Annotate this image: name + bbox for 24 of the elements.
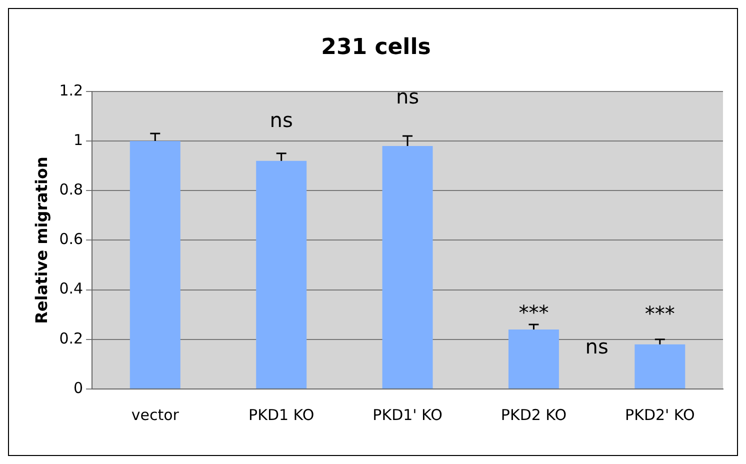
x-tick-label: vector bbox=[131, 406, 180, 424]
y-tick-label: 0.8 bbox=[59, 180, 84, 198]
y-axis-title: Relative migration bbox=[32, 156, 51, 324]
x-tick-label: PKD1 KO bbox=[248, 406, 314, 424]
bar bbox=[382, 146, 433, 388]
y-tick-label: 0.6 bbox=[59, 230, 84, 248]
x-tick-label: PKD2 KO bbox=[500, 406, 567, 424]
bar bbox=[634, 344, 686, 388]
annotation: ns bbox=[396, 84, 420, 108]
annotation: *** bbox=[644, 302, 675, 326]
annotation: ns bbox=[270, 108, 293, 132]
x-tick-label: PKD1' KO bbox=[372, 406, 442, 424]
bar bbox=[130, 141, 180, 388]
y-tick-label: 0 bbox=[74, 378, 84, 397]
y-tick-label: 0.2 bbox=[59, 329, 84, 348]
annotation: *** bbox=[518, 300, 549, 325]
bar bbox=[508, 329, 559, 388]
chart-title: 231 cells bbox=[321, 34, 431, 60]
x-tick-label: PKD2' KO bbox=[625, 406, 695, 424]
y-tick-label: 1.2 bbox=[59, 81, 84, 100]
bar bbox=[256, 160, 307, 388]
y-tick-label: 1 bbox=[74, 130, 84, 149]
annotation: ns bbox=[585, 334, 608, 358]
y-tick-label: 0.4 bbox=[59, 280, 84, 298]
